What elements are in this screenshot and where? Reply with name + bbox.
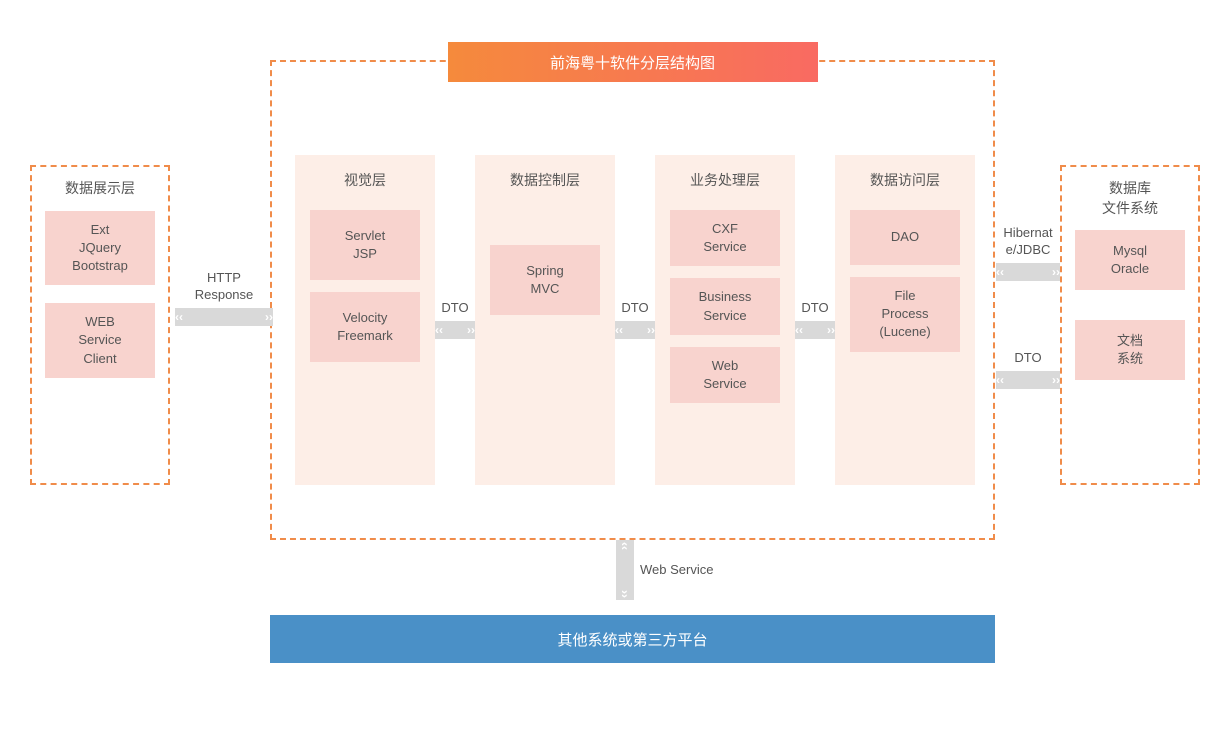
connector-label: HTTPResponse <box>179 270 269 304</box>
connector-arrow: ‹‹›› <box>435 321 475 339</box>
connector-dto1: DTO ‹‹›› <box>435 300 475 339</box>
connector-arrow: ‹‹›› <box>615 321 655 339</box>
component-box: SpringMVC <box>490 245 600 315</box>
component-box: CXFService <box>670 210 780 266</box>
left-panel-title: 数据展示层 <box>42 179 158 199</box>
left-panel: 数据展示层 ExtJQueryBootstrap WEBServiceClient <box>30 165 170 485</box>
component-box: DAO <box>850 210 960 265</box>
layer-column: 视觉层 ServletJSP VelocityFreemark <box>295 155 435 485</box>
layer-title: 视觉层 <box>344 170 386 190</box>
component-box: VelocityFreemark <box>310 292 420 362</box>
connector-arrow: ‹‹›› <box>616 540 634 600</box>
layer-column: 数据控制层 SpringMVC <box>475 155 615 485</box>
connector-webService: ‹‹›› Web Service <box>616 540 713 600</box>
connector-label: DTO <box>435 300 475 317</box>
connector-httpResponse: HTTPResponse ‹‹›› <box>175 270 273 326</box>
connector-arrow: ‹‹›› <box>996 371 1060 389</box>
component-box: ServletJSP <box>310 210 420 280</box>
architecture-diagram: 数据展示层 ExtJQueryBootstrap WEBServiceClient… <box>30 60 1200 680</box>
layer-column: 业务处理层 CXFService BusinessService WebService <box>655 155 795 485</box>
component-box: FileProcess(Lucene) <box>850 277 960 352</box>
connector-arrow: ‹‹›› <box>795 321 835 339</box>
connector-arrow: ‹‹›› <box>996 263 1060 281</box>
component-box: 文档系统 <box>1075 320 1185 380</box>
component-box: BusinessService <box>670 278 780 334</box>
layer-title: 业务处理层 <box>690 170 760 190</box>
connector-dto2: DTO ‹‹›› <box>615 300 655 339</box>
connector-label: DTO <box>996 350 1060 367</box>
right-panel-title: 数据库文件系统 <box>1072 179 1188 218</box>
layer-title: 数据控制层 <box>510 170 580 190</box>
connector-hibernate: Hibernate/JDBC ‹‹›› <box>996 225 1060 281</box>
component-box: MysqlOracle <box>1075 230 1185 290</box>
connector-label: Web Service <box>640 562 713 579</box>
connector-dto3: DTO ‹‹›› <box>795 300 835 339</box>
connector-arrow: ‹‹›› <box>175 308 273 326</box>
connector-label: Hibernate/JDBC <box>996 225 1060 259</box>
layer-column: 数据访问层 DAO FileProcess(Lucene) <box>835 155 975 485</box>
component-box: WEBServiceClient <box>45 303 155 378</box>
bottom-bar: 其他系统或第三方平台 <box>270 615 995 663</box>
connector-dtoRight: DTO ‹‹›› <box>996 350 1060 389</box>
component-box: ExtJQueryBootstrap <box>45 211 155 286</box>
connector-label: DTO <box>795 300 835 317</box>
connector-label: DTO <box>615 300 655 317</box>
component-box: WebService <box>670 347 780 403</box>
diagram-title: 前海粤十软件分层结构图 <box>448 42 818 82</box>
right-panel: 数据库文件系统 MysqlOracle 文档系统 <box>1060 165 1200 485</box>
layer-title: 数据访问层 <box>870 170 940 190</box>
